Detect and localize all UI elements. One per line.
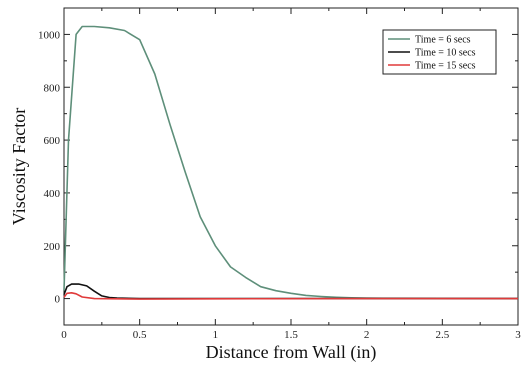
legend-entry: Time = 15 secs — [415, 61, 476, 72]
series-line — [63, 292, 518, 300]
x-axis-title: Distance from Wall (in) — [206, 342, 377, 363]
x-tick-label: 1 — [213, 329, 219, 341]
x-tick-label: 0.5 — [133, 329, 147, 341]
y-tick-label: 400 — [44, 188, 61, 200]
x-tick-label: 2 — [364, 329, 370, 341]
y-axis-title: Viscosity Factor — [9, 108, 29, 225]
legend-entry: Time = 10 secs — [415, 48, 476, 59]
x-tick-label: 0 — [61, 329, 67, 341]
series-layer — [63, 25, 519, 300]
y-tick-label: 1000 — [38, 29, 61, 41]
y-axis: 0 200 400 600 800 1000 — [38, 7, 518, 326]
x-tick-label: 2.5 — [435, 329, 449, 341]
y-tick-label: 600 — [44, 135, 61, 147]
series-line — [63, 283, 518, 300]
y-tick-label: 0 — [55, 294, 61, 306]
x-axis: 0 0.5 1 1.5 2 2.5 3 — [61, 8, 521, 341]
legend: Time = 6 secs Time = 10 secs Time = 15 sec… — [382, 29, 497, 75]
series-line — [63, 25, 519, 300]
y-tick-label: 200 — [44, 241, 61, 253]
legend-entry: Time = 6 secs — [415, 35, 471, 46]
x-tick-label: 3 — [515, 329, 521, 341]
y-tick-label: 800 — [44, 82, 61, 94]
x-tick-label: 1.5 — [284, 329, 298, 341]
